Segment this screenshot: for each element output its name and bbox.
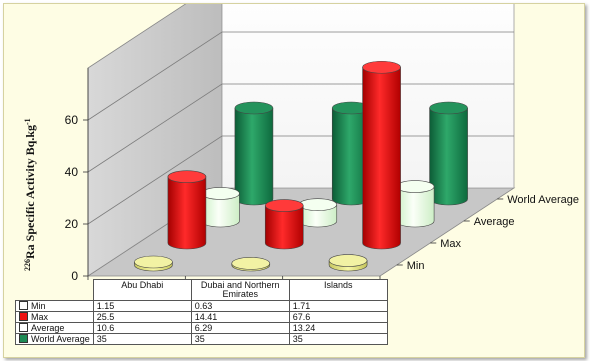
value-cell: 1.15 (92, 300, 192, 312)
table-row: Max 25.5 14.41 67.6 (15, 311, 388, 323)
value-cell: 67.6 (288, 311, 388, 323)
value-cell: 13.24 (288, 322, 388, 334)
series-name-cell: Average (15, 322, 94, 334)
value-cell: 1.71 (288, 300, 388, 312)
value-cell: 6.29 (190, 322, 290, 334)
series-name: Average (31, 323, 65, 333)
y-tick-label: 60 (65, 113, 79, 127)
legend-key (19, 334, 28, 343)
bar-min (231, 257, 271, 272)
series-name-cell: Min (15, 300, 94, 312)
table-row: Average 10.6 6.29 13.24 (15, 322, 388, 334)
legend-key (19, 323, 28, 332)
depth-label: World Average (507, 194, 579, 206)
gridline (87, 83, 514, 173)
category-header: Dubai and Northern Emirates (190, 279, 290, 301)
category-header: Islands (288, 279, 388, 301)
bar-min (328, 254, 368, 272)
y-axis-label: 226Ra Specific Activity Bq.kg-1 (23, 118, 37, 271)
y-tick-label: 40 (65, 165, 79, 179)
value-cell: 25.5 (92, 311, 192, 323)
table-row: World Average 35 35 35 (15, 333, 388, 345)
value-cell: 35 (92, 333, 192, 345)
depth-label: Min (407, 260, 425, 272)
bar-max (167, 170, 207, 250)
gridline (87, 31, 514, 121)
series-name: Max (31, 312, 49, 322)
depth-label: Average (474, 216, 515, 228)
bar-average (298, 198, 338, 228)
bar-average (201, 187, 240, 228)
y-tick-label: 0 (71, 269, 78, 283)
legend-key (19, 312, 28, 321)
bar-max (362, 60, 401, 250)
series-name: Min (31, 301, 46, 311)
depth-label: Max (440, 238, 461, 250)
bar-world-average (331, 101, 371, 206)
value-cell: 0.63 (190, 300, 290, 312)
series-name: World Average (31, 334, 90, 344)
gridline (87, 135, 514, 225)
table-row: Min 1.15 0.63 1.71 (15, 300, 388, 312)
series-name-cell: World Average (15, 333, 94, 345)
value-cell: 35 (190, 333, 290, 345)
bar-average (395, 180, 435, 228)
value-cell: 35 (288, 333, 388, 345)
chart-frame: 0 20 40 60 226Ra Specific Activity Bq.kg-1 M… (3, 3, 585, 358)
y-tick-label: 20 (65, 217, 79, 231)
value-cell: 14.41 (190, 311, 290, 323)
bar-world-average (234, 101, 274, 206)
chart-plot: 0 20 40 60 226Ra Specific Activity Bq.kg-1 M… (23, 4, 579, 283)
series-name-cell: Max (15, 311, 94, 323)
category-header: Abu Dhabi (92, 279, 192, 301)
value-cell: 10.6 (92, 322, 192, 334)
legend-key (19, 301, 28, 310)
bar-max (264, 199, 304, 250)
data-table: Abu Dhabi Dubai and Northern Emirates Is… (15, 279, 388, 345)
bar-min (134, 255, 173, 272)
bar-world-average (429, 101, 468, 206)
